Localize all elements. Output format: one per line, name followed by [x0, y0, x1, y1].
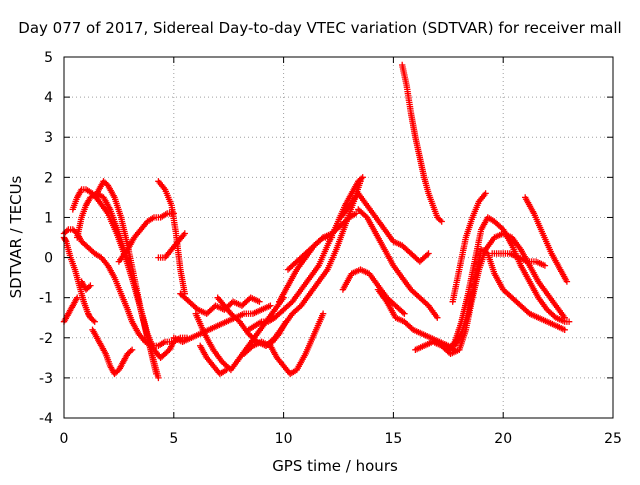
- series-track-30: [449, 190, 489, 305]
- y-tick-label: 4: [44, 90, 53, 106]
- y-tick-label: 2: [44, 170, 53, 186]
- y-tick-label: 1: [44, 210, 53, 226]
- data-point-trail: [451, 246, 568, 349]
- data-point-trail: [89, 326, 136, 378]
- chart-title: Day 077 of 2017, Sidereal Day-to-day VTE…: [18, 19, 621, 37]
- y-tick-label: -3: [39, 371, 53, 387]
- x-tick-label: 5: [169, 431, 178, 447]
- plot-frame: [63, 56, 614, 419]
- x-tick-label: 25: [604, 431, 622, 447]
- series-track-21: [284, 234, 336, 273]
- data-point-trail: [522, 194, 571, 285]
- y-tick-label: -4: [39, 411, 53, 427]
- data-point-trail: [197, 342, 230, 378]
- data-point-trail: [177, 290, 263, 317]
- x-tick-label: 15: [384, 431, 402, 447]
- data-point-trail: [355, 206, 441, 321]
- x-tick-label: 20: [494, 431, 512, 447]
- data-point-trail: [155, 230, 188, 261]
- axis-ticks: 0 5 10 15 20 25 -4 -3 -2 -1 0 1 2 3 4 5: [39, 50, 622, 447]
- series-track-22: [337, 190, 432, 265]
- data-points: [60, 61, 573, 382]
- data-point-trail: [115, 210, 177, 265]
- series-track-16: [197, 342, 230, 378]
- series-track-11: [155, 230, 188, 261]
- y-tick-label: 5: [44, 50, 53, 66]
- y-tick-label: 0: [44, 251, 53, 267]
- series-track-6: [93, 178, 160, 378]
- series-track-8: [89, 326, 136, 378]
- data-point-trail: [449, 190, 489, 305]
- series-track-32: [522, 194, 571, 285]
- series-track-31: [489, 250, 549, 269]
- series-track-7: [78, 278, 94, 293]
- x-tick-label: 10: [275, 431, 293, 447]
- series-track-29: [451, 246, 568, 349]
- series-track-12: [177, 290, 263, 317]
- series-track-9: [115, 210, 177, 265]
- data-point-trail: [337, 190, 432, 265]
- series-track-24: [355, 206, 441, 321]
- x-tick-label: 0: [60, 431, 69, 447]
- y-axis-label: SDTVAR / TECUs: [7, 175, 25, 298]
- data-point-trail: [93, 178, 160, 378]
- data-point-trail: [284, 234, 336, 273]
- x-axis-label: GPS time / hours: [272, 457, 398, 475]
- data-point-trail: [489, 250, 549, 269]
- data-point-trail: [399, 61, 445, 225]
- series-track-26: [399, 61, 445, 225]
- y-tick-label: 3: [44, 130, 53, 146]
- y-tick-label: -1: [39, 291, 53, 307]
- y-tick-label: -2: [39, 331, 53, 347]
- data-point-trail: [78, 278, 94, 293]
